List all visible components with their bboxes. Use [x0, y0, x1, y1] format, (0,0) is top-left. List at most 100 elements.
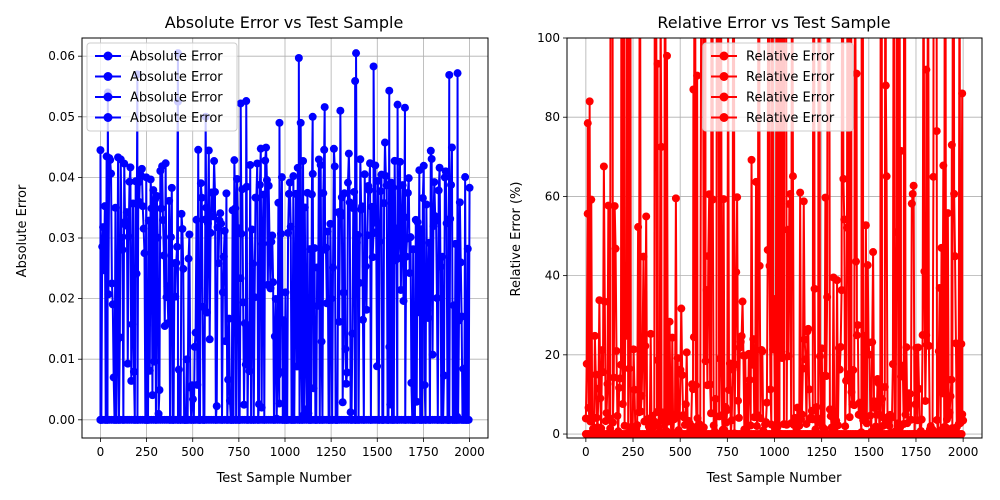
data-point [845, 413, 854, 422]
legend-label: Absolute Error [130, 91, 223, 106]
data-point [346, 408, 355, 417]
data-point [301, 347, 310, 356]
data-point [447, 180, 456, 189]
data-point [733, 193, 742, 202]
data-point [587, 195, 596, 204]
data-point [147, 204, 156, 213]
legend-label: Relative Error [746, 70, 835, 85]
data-point [310, 244, 319, 253]
data-point [440, 371, 448, 380]
data-point [821, 193, 830, 202]
data-point [381, 172, 390, 181]
data-point [755, 261, 764, 270]
data-point [178, 224, 187, 233]
data-point [618, 400, 627, 408]
legend-marker [103, 113, 113, 122]
data-point [269, 278, 278, 287]
data-point [812, 403, 821, 412]
data-point [717, 411, 726, 420]
data-point [204, 146, 213, 155]
data-point [423, 306, 432, 315]
data-point [915, 384, 924, 393]
data-point [616, 374, 625, 383]
data-point [264, 181, 273, 190]
data-point [307, 190, 316, 199]
data-point [152, 191, 161, 200]
data-point [117, 233, 126, 242]
data-point [625, 364, 634, 373]
data-point [752, 422, 761, 431]
data-point [865, 350, 874, 359]
data-point [326, 219, 335, 228]
data-point [350, 188, 359, 196]
data-point [766, 385, 775, 394]
data-point [220, 226, 229, 235]
data-point [362, 305, 371, 314]
data-point [163, 282, 172, 291]
data-point [405, 269, 414, 277]
data-point [129, 199, 138, 208]
data-point [585, 97, 594, 106]
data-point [268, 231, 277, 240]
data-point [225, 396, 234, 405]
data-point [747, 155, 756, 164]
data-point [451, 239, 460, 248]
data-point [793, 403, 802, 412]
x-tick-label: 1500 [362, 445, 393, 459]
data-point [363, 231, 372, 240]
data-point [198, 302, 207, 311]
data-point [323, 227, 332, 236]
data-point [108, 300, 117, 309]
data-point [691, 381, 700, 390]
data-point [629, 345, 638, 354]
data-point [596, 394, 605, 403]
data-point [225, 314, 234, 323]
data-point [671, 194, 680, 203]
legend-marker [103, 72, 113, 81]
y-axis-label: Absolute Error [15, 184, 30, 277]
data-point [230, 156, 239, 165]
data-point [801, 355, 810, 364]
data-point [707, 409, 716, 418]
data-point [270, 332, 279, 341]
data-point [167, 183, 176, 192]
legend-marker [719, 51, 729, 61]
data-point [241, 360, 250, 369]
data-point [950, 189, 959, 198]
data-point [786, 190, 795, 199]
data-point [184, 254, 193, 263]
x-tick-label: 1250 [316, 445, 347, 459]
legend-marker [103, 92, 113, 102]
data-point [111, 203, 120, 212]
legend: Relative Error Relative Error Relative Err… [702, 42, 854, 132]
data-point [165, 196, 174, 205]
data-point [197, 193, 206, 202]
data-point [107, 169, 116, 178]
data-point [604, 201, 613, 210]
data-point [860, 331, 869, 340]
data-point [634, 223, 643, 232]
data-point [677, 304, 686, 313]
data-point [349, 204, 358, 213]
data-point [134, 178, 143, 187]
data-point [316, 160, 325, 169]
data-point [185, 230, 194, 239]
data-point [345, 198, 354, 207]
data-point [957, 430, 966, 438]
data-point [796, 188, 805, 197]
data-point [313, 263, 322, 272]
data-point [681, 400, 690, 409]
data-point [355, 278, 364, 287]
data-point [874, 379, 883, 388]
data-point [424, 313, 433, 322]
data-point [920, 267, 929, 276]
data-point [146, 175, 155, 184]
data-point [805, 385, 814, 394]
data-point [746, 421, 755, 430]
data-point [868, 338, 877, 347]
data-point [279, 316, 288, 325]
data-point [749, 335, 758, 344]
data-point [446, 214, 455, 223]
data-point [257, 403, 266, 412]
